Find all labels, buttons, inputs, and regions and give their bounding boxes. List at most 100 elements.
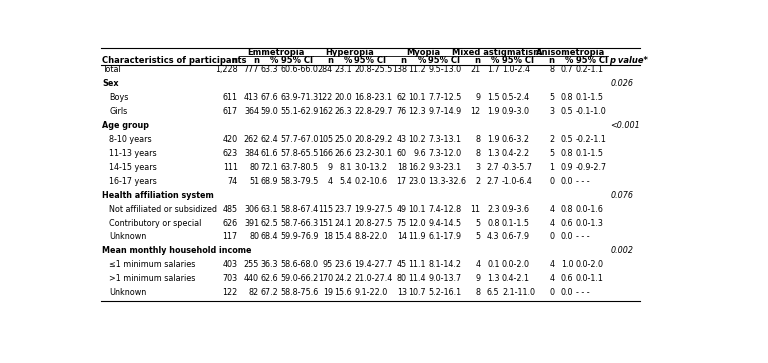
Text: >1 minimum salaries: >1 minimum salaries xyxy=(109,274,196,284)
Text: 1.5: 1.5 xyxy=(487,93,499,102)
Text: n: n xyxy=(401,56,407,65)
Text: 11.1: 11.1 xyxy=(409,260,425,269)
Text: 5: 5 xyxy=(475,232,481,241)
Text: 61.6: 61.6 xyxy=(260,148,278,158)
Text: 611: 611 xyxy=(223,93,237,102)
Text: 0.1-1.5: 0.1-1.5 xyxy=(576,148,604,158)
Text: 75: 75 xyxy=(396,219,407,228)
Text: - - -: - - - xyxy=(576,232,589,241)
Text: 95% CI: 95% CI xyxy=(354,56,386,65)
Text: 4: 4 xyxy=(549,260,554,269)
Text: 162: 162 xyxy=(318,107,333,116)
Text: 0.4-2.2: 0.4-2.2 xyxy=(502,148,530,158)
Text: <0.001: <0.001 xyxy=(611,121,640,130)
Text: 11: 11 xyxy=(471,204,481,213)
Text: 1.0: 1.0 xyxy=(561,260,574,269)
Text: Unknown: Unknown xyxy=(109,288,147,297)
Text: 63.9-71.3: 63.9-71.3 xyxy=(280,93,319,102)
Text: 16.2: 16.2 xyxy=(408,163,425,172)
Text: Myopia: Myopia xyxy=(406,48,440,57)
Text: 19.4-27.7: 19.4-27.7 xyxy=(354,260,392,269)
Text: 13.3-32.6: 13.3-32.6 xyxy=(428,176,466,185)
Text: 0.4-2.1: 0.4-2.1 xyxy=(502,274,530,284)
Text: 0.6-7.9: 0.6-7.9 xyxy=(502,232,530,241)
Text: 384: 384 xyxy=(244,148,259,158)
Text: %: % xyxy=(565,56,574,65)
Text: 0: 0 xyxy=(549,176,554,185)
Text: 0: 0 xyxy=(549,232,554,241)
Text: 1.0-2.4: 1.0-2.4 xyxy=(502,65,530,74)
Text: 138: 138 xyxy=(392,65,407,74)
Text: 1.3: 1.3 xyxy=(487,274,499,284)
Text: 4: 4 xyxy=(475,260,481,269)
Text: 55.1-62.9: 55.1-62.9 xyxy=(280,107,319,116)
Text: 111: 111 xyxy=(223,163,237,172)
Text: Mixed astigmatism: Mixed astigmatism xyxy=(452,48,542,57)
Text: 1.9: 1.9 xyxy=(487,107,499,116)
Text: ≤1 minimum salaries: ≤1 minimum salaries xyxy=(109,260,196,269)
Text: 20.8-27.5: 20.8-27.5 xyxy=(354,219,392,228)
Text: 59.0-66.2: 59.0-66.2 xyxy=(280,274,319,284)
Text: 16-17 years: 16-17 years xyxy=(109,176,157,185)
Text: 9.0-13.7: 9.0-13.7 xyxy=(428,274,462,284)
Text: p value*: p value* xyxy=(609,56,648,65)
Text: 4: 4 xyxy=(549,219,554,228)
Text: 0.0-1.6: 0.0-1.6 xyxy=(576,204,604,213)
Text: 9.6: 9.6 xyxy=(413,148,425,158)
Text: n: n xyxy=(475,56,481,65)
Text: 6.5: 6.5 xyxy=(487,288,499,297)
Text: 0.5: 0.5 xyxy=(561,135,574,144)
Text: 95: 95 xyxy=(323,260,333,269)
Text: 22.8-29.7: 22.8-29.7 xyxy=(354,107,392,116)
Text: 36.3: 36.3 xyxy=(260,260,278,269)
Text: 0.1: 0.1 xyxy=(487,260,499,269)
Text: 23.6: 23.6 xyxy=(334,260,352,269)
Text: 0.0-1.1: 0.0-1.1 xyxy=(576,274,604,284)
Text: -0.2-1.1: -0.2-1.1 xyxy=(576,135,607,144)
Text: 20.8-29.2: 20.8-29.2 xyxy=(354,135,392,144)
Text: 80: 80 xyxy=(397,274,407,284)
Text: 4.3: 4.3 xyxy=(487,232,499,241)
Text: 62.6: 62.6 xyxy=(260,274,278,284)
Text: 9: 9 xyxy=(328,163,333,172)
Text: 82: 82 xyxy=(249,288,259,297)
Text: 122: 122 xyxy=(223,288,237,297)
Text: 14-15 years: 14-15 years xyxy=(109,163,157,172)
Text: 403: 403 xyxy=(223,260,237,269)
Text: 306: 306 xyxy=(244,204,259,213)
Text: 0.6-3.2: 0.6-3.2 xyxy=(502,135,530,144)
Text: 4: 4 xyxy=(549,204,554,213)
Text: 12.3: 12.3 xyxy=(408,107,425,116)
Text: 9.7-14.9: 9.7-14.9 xyxy=(428,107,462,116)
Text: 8: 8 xyxy=(475,288,481,297)
Text: - - -: - - - xyxy=(576,176,589,185)
Text: 0.0-1.3: 0.0-1.3 xyxy=(576,219,604,228)
Text: 0.9-3.0: 0.9-3.0 xyxy=(502,107,530,116)
Text: 95% CI: 95% CI xyxy=(428,56,460,65)
Text: 2.7: 2.7 xyxy=(487,163,499,172)
Text: 105: 105 xyxy=(318,135,333,144)
Text: 13: 13 xyxy=(397,288,407,297)
Text: 76: 76 xyxy=(396,107,407,116)
Text: 2.3: 2.3 xyxy=(487,204,499,213)
Text: 51: 51 xyxy=(249,176,259,185)
Text: 59.0: 59.0 xyxy=(260,107,278,116)
Text: 26.3: 26.3 xyxy=(334,107,352,116)
Text: 19: 19 xyxy=(323,288,333,297)
Text: 1.7: 1.7 xyxy=(487,65,499,74)
Text: 9: 9 xyxy=(475,93,481,102)
Text: 23.0: 23.0 xyxy=(408,176,425,185)
Text: Girls: Girls xyxy=(109,107,127,116)
Text: %: % xyxy=(492,56,499,65)
Text: 0.0-2.0: 0.0-2.0 xyxy=(576,260,604,269)
Text: 21.0-27.4: 21.0-27.4 xyxy=(354,274,392,284)
Text: 0.2-10.6: 0.2-10.6 xyxy=(354,176,387,185)
Text: 16.8-23.1: 16.8-23.1 xyxy=(354,93,392,102)
Text: 391: 391 xyxy=(244,219,259,228)
Text: 5: 5 xyxy=(475,219,481,228)
Text: 262: 262 xyxy=(243,135,259,144)
Text: 74: 74 xyxy=(227,176,237,185)
Text: 2: 2 xyxy=(549,135,554,144)
Text: 9: 9 xyxy=(475,274,481,284)
Text: 0.1-1.5: 0.1-1.5 xyxy=(576,93,604,102)
